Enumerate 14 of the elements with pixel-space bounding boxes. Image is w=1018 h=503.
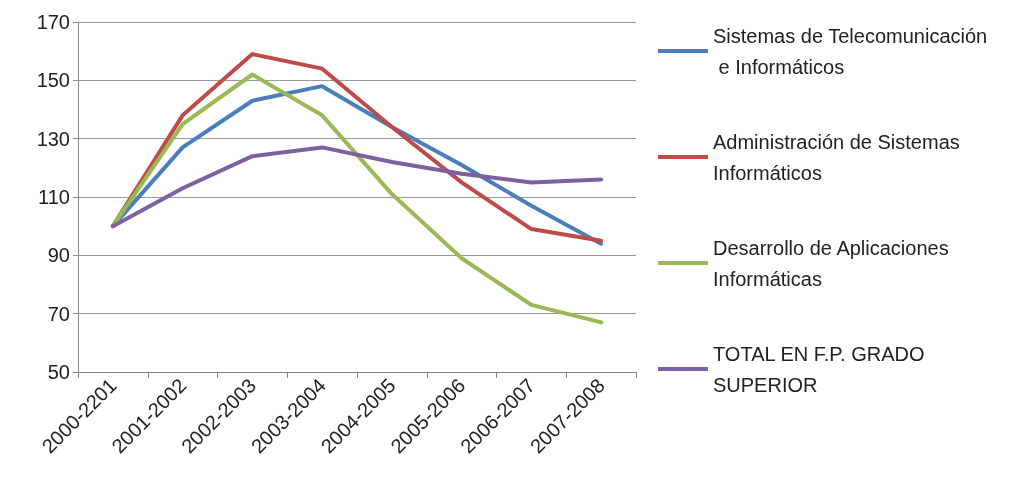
legend-label: TOTAL EN F.P. GRADO SUPERIOR (713, 342, 931, 396)
y-tick-label: 130 (36, 127, 70, 150)
y-tick-label: 150 (36, 69, 70, 92)
line-series (110, 145, 604, 229)
y-tick-label: 70 (47, 302, 70, 325)
y-tick-label: 170 (36, 11, 70, 33)
y-tick-label: 90 (47, 244, 70, 267)
y-tick-label: 50 (47, 361, 70, 383)
line-series (110, 52, 604, 243)
legend-label: Desarrollo de Aplicaciones Informáticas (713, 236, 955, 290)
line-series (110, 72, 604, 325)
y-tick-label: 110 (38, 186, 70, 208)
legend-label: Sistemas de Telecomunicación e Informáticos (713, 24, 988, 78)
legend-label: Administración de Sistemas Informáticos (713, 130, 966, 184)
